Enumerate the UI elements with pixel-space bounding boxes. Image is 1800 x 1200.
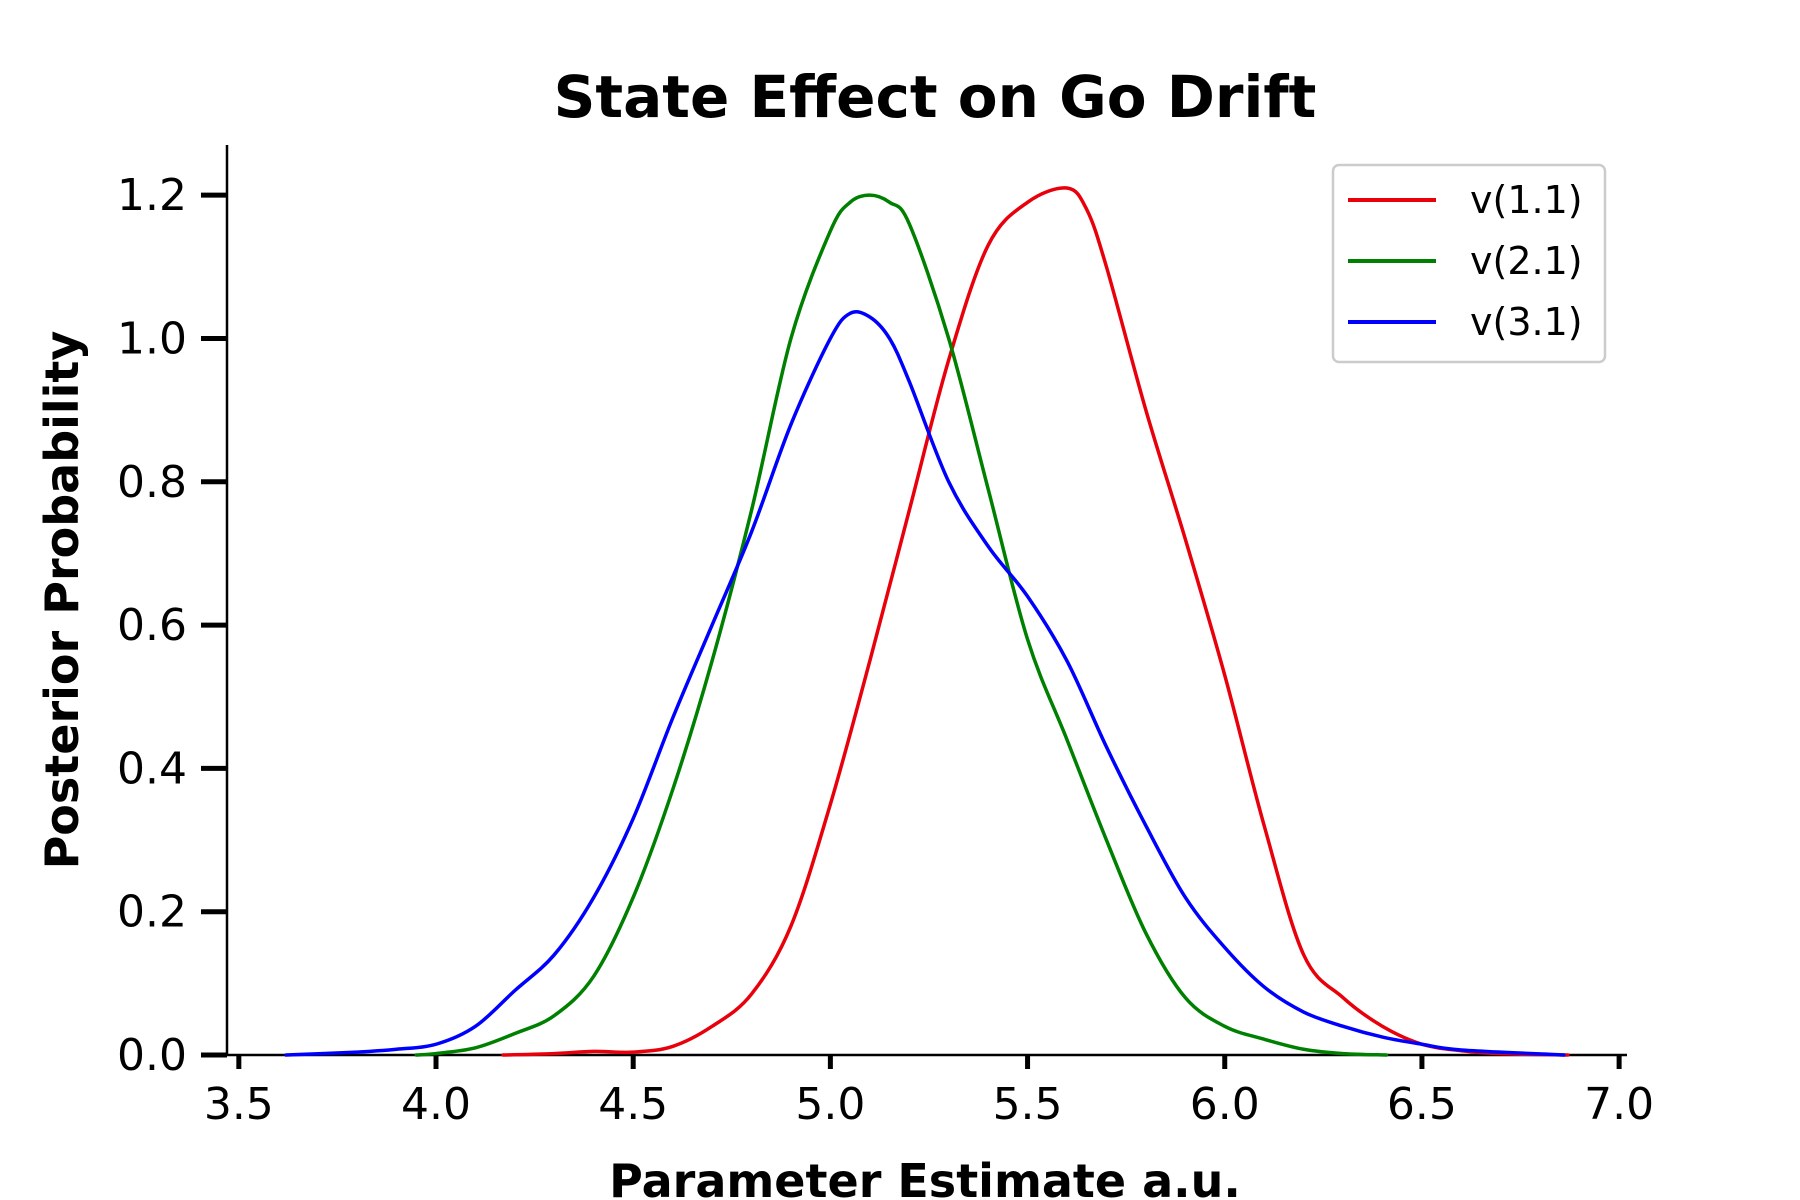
- legend-label-2: v(2.1): [1470, 239, 1583, 283]
- y-tick-label: 0.8: [117, 457, 187, 508]
- x-ticks: 3.5 4.0 4.5 5.0 5.5 6.0 6.5 7.0: [204, 1055, 1654, 1130]
- legend-label-3: v(3.1): [1470, 300, 1583, 344]
- x-tick-label: 5.0: [795, 1079, 865, 1130]
- y-axis-label: Posterior Probability: [35, 331, 89, 870]
- x-tick-label: 6.0: [1190, 1079, 1260, 1130]
- series-line-1: [501, 186, 1570, 1057]
- x-tick-label: 3.5: [204, 1079, 274, 1130]
- x-tick-label: 4.0: [401, 1079, 471, 1130]
- y-tick-label: 0.0: [117, 1030, 187, 1081]
- y-tick-label: 1.2: [117, 170, 187, 221]
- series-line-2: [414, 193, 1389, 1057]
- y-tick-label: 1.0: [117, 313, 187, 364]
- plot-area: 3.5 4.0 4.5 5.0 5.5 6.0 6.5 7.0 0.0 0.2 0.4 0.6 0.8…: [117, 145, 1654, 1130]
- legend-label-1: v(1.1): [1470, 178, 1583, 222]
- series-lines: [284, 186, 1570, 1057]
- x-tick-label: 4.5: [598, 1079, 668, 1130]
- legend-items: v(1.1) v(2.1) v(3.1): [1348, 178, 1583, 344]
- legend: v(1.1) v(2.1) v(3.1): [1331, 163, 1607, 364]
- series-line-3: [284, 310, 1566, 1057]
- legend-frame: [1331, 163, 1607, 364]
- y-tick-label: 0.6: [117, 600, 187, 651]
- x-axis-label: Parameter Estimate a.u.: [609, 1154, 1241, 1200]
- x-tick-label: 5.5: [993, 1079, 1063, 1130]
- x-tick-label: 7.0: [1584, 1079, 1654, 1130]
- y-tick-label: 0.4: [117, 743, 187, 794]
- chart-title: State Effect on Go Drift: [554, 63, 1317, 131]
- y-ticks: 0.0 0.2 0.4 0.6 0.8 1.0 1.2: [117, 170, 227, 1081]
- x-tick-label: 6.5: [1387, 1079, 1457, 1130]
- y-tick-label: 0.2: [117, 887, 187, 938]
